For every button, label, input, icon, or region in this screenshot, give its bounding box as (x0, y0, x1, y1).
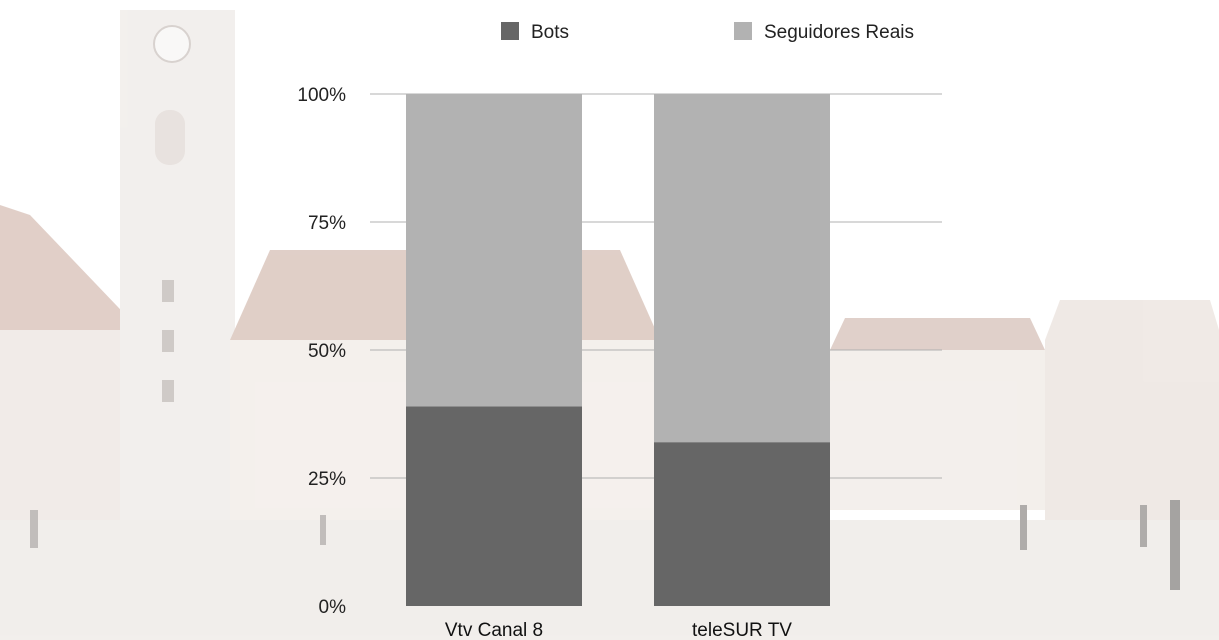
y-tick-label: 100% (297, 85, 346, 106)
legend-label-bots: Bots (531, 22, 569, 43)
right-wing-wall (830, 350, 1045, 510)
left-wing-roof (0, 205, 140, 350)
x-category-label: teleSUR TV (692, 620, 792, 640)
x-category-label: Vtv Canal 8 (445, 620, 543, 640)
clock-tower (120, 10, 235, 530)
y-tick-label: 50% (308, 341, 346, 362)
legend-swatch-bots (501, 22, 519, 40)
y-tick-label: 25% (308, 469, 346, 490)
legend: Bots Seguidores Reais (501, 22, 914, 43)
y-axis-ticks: 0% 25% 50% 75% 100% (297, 85, 346, 618)
bar-segment-seguidores-reais (654, 94, 830, 443)
right-wing-roof (830, 318, 1045, 350)
bar-segment-seguidores-reais (406, 94, 582, 407)
x-axis-labels: Vtv Canal 8 teleSUR TV (445, 620, 792, 640)
bars (406, 94, 830, 606)
courtyard-ground (0, 520, 1219, 640)
y-tick-label: 0% (319, 597, 347, 618)
bar-segment-bots (406, 406, 582, 606)
y-tick-label: 75% (308, 213, 346, 234)
legend-label-seguidores-reais: Seguidores Reais (764, 22, 914, 43)
clock-face (153, 25, 191, 63)
bar-segment-bots (654, 442, 830, 606)
legend-swatch-seguidores-reais (734, 22, 752, 40)
